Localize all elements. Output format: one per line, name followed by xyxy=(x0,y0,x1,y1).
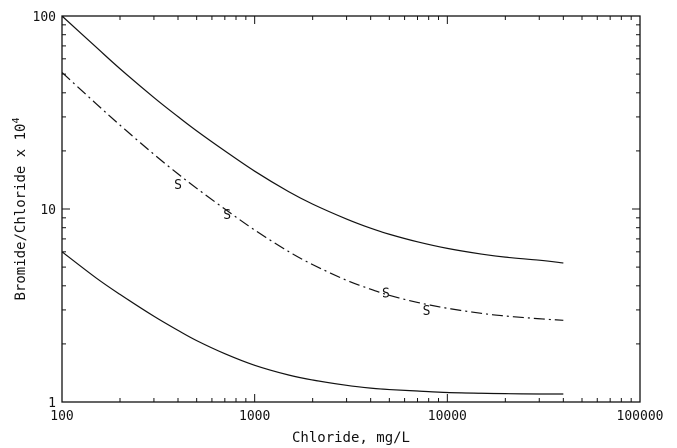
plot-frame xyxy=(61,15,641,403)
y-tick-label: 100 xyxy=(33,10,56,25)
y-axis-label: Bromide/Chloride x 104 xyxy=(11,117,29,300)
series-layer xyxy=(61,15,564,395)
y-axis-label-exponent: 4 xyxy=(11,117,22,123)
y-tick-label: 10 xyxy=(40,203,56,218)
point-marker: S xyxy=(423,304,431,319)
axis-ticks xyxy=(61,16,640,403)
series-line-1 xyxy=(61,15,564,264)
point-marker: S xyxy=(382,286,390,301)
point-marker: S xyxy=(174,178,182,193)
series-line-2 xyxy=(61,71,564,321)
x-tick-label: 100 xyxy=(50,409,73,424)
point-marker: S xyxy=(223,208,231,223)
y-axis-label-main: Bromide/Chloride x 10 xyxy=(13,124,29,301)
marker-layer: S S S S xyxy=(174,178,430,319)
tick-labels: 100 1000 10000 100000 1 10 100 xyxy=(33,10,664,424)
x-tick-label: 1000 xyxy=(239,409,270,424)
x-tick-label: 10000 xyxy=(428,409,467,424)
y-tick-label: 1 xyxy=(48,396,56,411)
series-line-3 xyxy=(61,251,564,395)
x-axis-label: Chloride, mg/L xyxy=(292,430,410,446)
x-tick-label: 100000 xyxy=(617,409,664,424)
